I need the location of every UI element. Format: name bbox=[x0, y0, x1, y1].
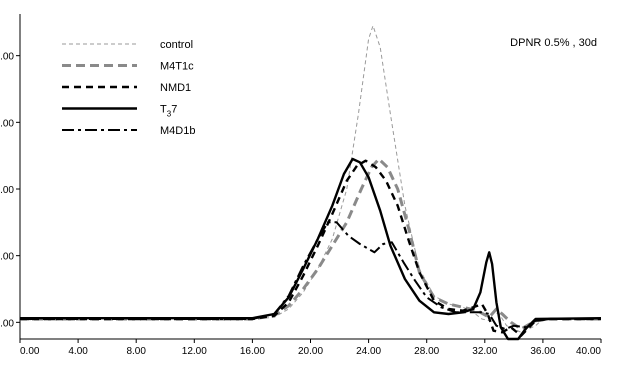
legend-label-m4d1b: M4D1b bbox=[160, 125, 195, 137]
y-tick-label: 12.00 bbox=[0, 118, 14, 129]
x-tick-label: 0.00 bbox=[20, 346, 40, 357]
x-tick-label: 40.00 bbox=[576, 346, 601, 357]
chart-annotation: DPNR 0.5% , 30d bbox=[510, 37, 597, 49]
series-line-control bbox=[19, 25, 601, 333]
series-line-m4t1c bbox=[20, 157, 601, 331]
x-tick-label: 24.00 bbox=[356, 346, 381, 357]
x-tick-label: 32.00 bbox=[472, 346, 497, 357]
x-tick-label: 4.00 bbox=[68, 346, 88, 357]
x-tick-label: 8.00 bbox=[126, 346, 146, 357]
legend-label-control: control bbox=[160, 39, 193, 51]
x-tick-label: 16.00 bbox=[240, 346, 265, 357]
series-line-t37 bbox=[20, 157, 602, 341]
x-tick-label: 28.00 bbox=[414, 346, 439, 357]
series-line-m4d1b bbox=[20, 221, 601, 330]
legend: control M4T1c NMD1 T37 M4D1b bbox=[62, 39, 195, 137]
x-tick-label: 12.00 bbox=[182, 346, 207, 357]
series-line-nmd1 bbox=[20, 159, 601, 337]
x-tick-label: 20.00 bbox=[298, 346, 323, 357]
legend-label-t37: T37 bbox=[160, 104, 177, 119]
legend-label-m4t1c: M4T1c bbox=[160, 61, 194, 73]
y-tick-label: 16.00 bbox=[0, 52, 14, 63]
series-layer bbox=[19, 25, 602, 341]
x-tick-label: 36.00 bbox=[530, 346, 555, 357]
y-tick-label: 0.00 bbox=[0, 318, 14, 329]
legend-label-nmd1: NMD1 bbox=[160, 82, 191, 94]
axes: 0.00 4.00 8.00 12.00 16.00 20.00 24.00 28.00 32.… bbox=[0, 14, 602, 357]
y-tick-label: 8.00 bbox=[0, 185, 14, 196]
y-tick-label: 4.00 bbox=[0, 252, 14, 263]
